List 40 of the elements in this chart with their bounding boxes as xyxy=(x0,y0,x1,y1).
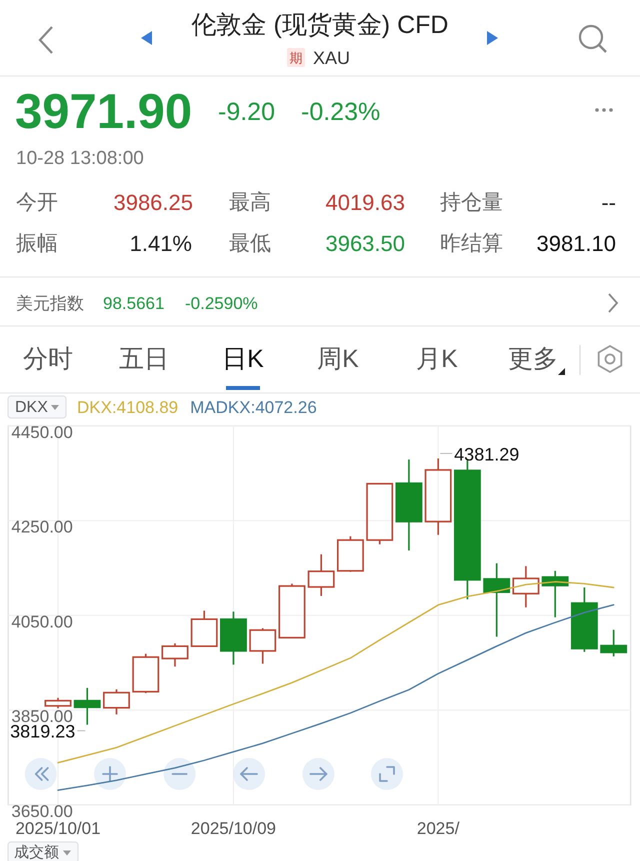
annotation: 分时 xyxy=(23,345,73,373)
annotation: 4381.29 xyxy=(454,444,520,464)
annotation: 成交额 xyxy=(14,844,59,860)
annotation: 98.5661 xyxy=(103,294,164,312)
annotation: -- xyxy=(601,190,616,214)
y-tick-label: 4450.00 xyxy=(11,422,73,442)
annotation: 10-28 13:08:00 xyxy=(16,148,144,168)
annotation: 3981.10 xyxy=(536,230,616,256)
subtitle: XAU xyxy=(313,48,350,68)
x-tick-label: 2025/ xyxy=(416,818,460,838)
annotation: 3963.50 xyxy=(325,230,405,256)
x-tick-label: 2025/10/01 xyxy=(15,818,101,838)
title: 伦敦金 (现货黄金) CFD xyxy=(192,11,448,39)
annotation: 1.41% xyxy=(130,230,192,256)
annotation: 最低 xyxy=(229,232,271,254)
annotation: 美元指数 xyxy=(16,294,84,312)
annotation: 4019.63 xyxy=(325,190,405,214)
annotation: 3986.25 xyxy=(113,190,193,214)
annotation: DKX xyxy=(15,398,48,416)
y-tick-label: 3650.00 xyxy=(11,801,73,820)
annotation: 期 xyxy=(290,50,302,65)
annotation: -0.23% xyxy=(301,98,380,126)
legend-item: DKX:4108.89 xyxy=(77,398,178,416)
annotation: 最高 xyxy=(229,190,271,214)
annotation: 持仓量 xyxy=(440,190,503,214)
y-tick-label: 4050.00 xyxy=(11,612,73,631)
annotation: 昨结算 xyxy=(440,232,503,254)
annotation: 今开 xyxy=(16,190,58,214)
annotation: 月K xyxy=(416,345,458,373)
annotation: 日K xyxy=(222,345,264,373)
annotation: -0.2590% xyxy=(185,294,258,312)
annotation: 五日 xyxy=(119,345,169,373)
x-tick-label: 2025/10/09 xyxy=(190,818,276,838)
legend-item: MADKX:4072.26 xyxy=(190,398,317,416)
annotation: 3971.90 xyxy=(15,85,192,139)
annotation: -9.20 xyxy=(218,98,275,126)
annotation: 振幅 xyxy=(16,232,58,254)
y-tick-label: 4250.00 xyxy=(11,517,73,536)
annotation: 更多 xyxy=(508,345,558,373)
annotation: 周K xyxy=(317,345,359,373)
